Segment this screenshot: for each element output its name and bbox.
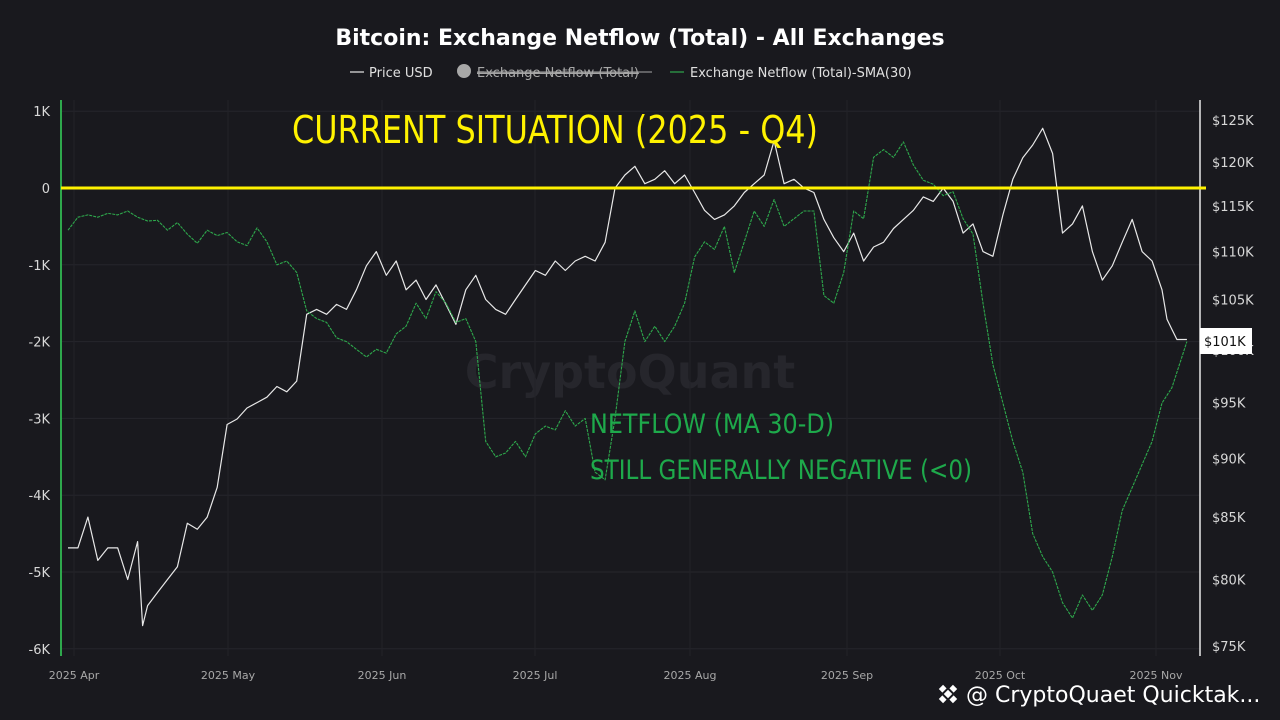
right-tick-label: $85K [1212, 511, 1246, 526]
price-badge-label: $101K [1204, 335, 1246, 350]
left-tick-label: -3K [29, 412, 51, 427]
legend-label-netflow: Exchange Netflow (Total) [477, 66, 639, 81]
legend-label-price: Price USD [369, 66, 433, 81]
x-tick-label: 2025 Nov [1130, 669, 1183, 682]
right-tick-label: $80K [1212, 574, 1246, 589]
left-tick-label: 0 [42, 182, 50, 197]
price-usd-line [68, 127, 1187, 627]
x-axis-ticks: 2025 Apr 2025 May 2025 Jun 2025 Jul 2025 Aug… [49, 669, 1183, 682]
right-tick-label: $95K [1212, 397, 1246, 412]
left-tick-label: -4K [29, 489, 51, 504]
chart-legend: Price USD Exchange Netflow (Total) Excha… [350, 64, 912, 81]
right-tick-label: $125K [1212, 114, 1254, 129]
x-tick-label: 2025 May [201, 669, 256, 682]
left-tick-label: -1K [29, 259, 51, 274]
left-tick-label: 1K [33, 105, 50, 120]
legend-swatch-netflow [457, 64, 471, 78]
x-tick-label: 2025 Sep [821, 669, 873, 682]
chart-title: Bitcoin: Exchange Netflow (Total) - All … [335, 26, 944, 51]
right-tick-label: $75K [1212, 640, 1246, 655]
right-tick-label: $90K [1212, 452, 1246, 467]
left-axis-ticks: 1K 0 -1K -2K -3K -4K -5K -6K [29, 105, 51, 658]
left-tick-label: -2K [29, 336, 51, 351]
x-tick-label: 2025 Oct [975, 669, 1026, 682]
left-tick-label: -6K [29, 643, 51, 658]
watermark-text: CryptoQuant [465, 345, 796, 399]
right-tick-label: $105K [1212, 294, 1254, 309]
author-handle: @ CryptoQuaet Quicktak... [966, 683, 1260, 708]
price-badge-box [1200, 328, 1252, 354]
legend-label-sma: Exchange Netflow (Total)-SMA(30) [690, 66, 912, 81]
netflow-sma30-line [67, 141, 1188, 619]
series-layer [67, 127, 1188, 627]
headline-annotation: CURRENT SITUATION (2025 - Q4) [292, 108, 818, 152]
current-price-badge: $101K [1200, 328, 1252, 354]
x-tick-label: 2025 Jun [358, 669, 407, 682]
netflow-annotation-line2: STILL GENERALLY NEGATIVE (<0) [590, 455, 972, 486]
attribution: @ CryptoQuaet Quicktak... [938, 683, 1260, 708]
x-tick-label: 2025 Apr [49, 669, 100, 682]
legend-item-price[interactable]: Price USD [350, 66, 433, 81]
legend-item-netflow-sma[interactable]: Exchange Netflow (Total)-SMA(30) [670, 66, 912, 81]
legend-item-netflow[interactable]: Exchange Netflow (Total) [457, 64, 652, 81]
netflow-annotation-line1: NETFLOW (MA 30-D) [590, 409, 834, 440]
right-tick-label: $110K [1212, 246, 1254, 261]
right-tick-label: $120K [1212, 156, 1254, 171]
left-tick-label: -5K [29, 566, 51, 581]
x-tick-label: 2025 Aug [664, 669, 717, 682]
right-tick-label: $115K [1212, 200, 1254, 215]
x-tick-label: 2025 Jul [513, 669, 558, 682]
